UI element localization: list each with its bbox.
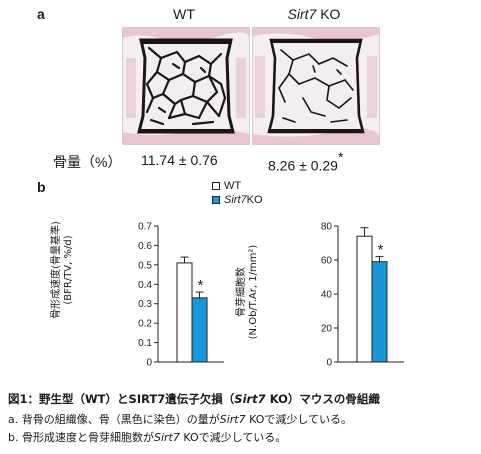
chart2-bar-ko <box>371 261 388 363</box>
figure-caption-title: 図1：野生型（WT）とSIRT7遺伝子欠損（Sirt7 KO）マウスの骨組織 <box>8 392 380 406</box>
chart2-y-tick-label: 0 <box>326 358 332 369</box>
chart-bone-formation-rate: 0 0.1 0.2 0.3 0.4 0.5 0.6 0.7 * <box>138 222 224 369</box>
legend-item-wt: WT <box>212 180 263 192</box>
chart1-bar-ko <box>191 297 208 363</box>
chart-legend: WT Sirt7 KO <box>212 180 263 206</box>
legend-item-ko: Sirt7 KO <box>212 194 263 206</box>
chart2-bar-wt <box>356 235 373 363</box>
chart2-y-tick-label: 20 <box>321 324 333 335</box>
ko-bone-histology-image <box>252 27 380 145</box>
panel-a-letter: a <box>37 6 45 22</box>
ko-image-label: Sirt7 KO <box>287 6 341 22</box>
ko-significance-star: * <box>337 149 344 165</box>
chart1-y-tick-label: 0.4 <box>138 280 152 291</box>
chart1-y-tick-label: 0.7 <box>138 222 152 233</box>
chart1-y-tick-label: 0.2 <box>138 319 152 330</box>
chart1-y-tick-label: 0.1 <box>138 338 152 349</box>
chart-osteoblast-number: 0 20 40 60 80 * <box>321 222 404 369</box>
chart2-significance-star: * <box>378 242 384 259</box>
chart1-y-tick-label: 0 <box>146 358 152 369</box>
chart2-y-tick-label: 60 <box>321 256 333 267</box>
wt-bone-volume-value: 11.74 ± 0.76 <box>141 152 218 168</box>
chart2-y-tick-label: 40 <box>321 290 333 301</box>
bone-volume-label: 骨量（%） <box>53 154 122 170</box>
chart1-y-tick-label: 0.3 <box>138 299 152 310</box>
figure-caption-line-b: b. 骨形成速度と骨芽細胞数がSirt7 KOで減少している。 <box>8 431 287 444</box>
chart1-significance-star: * <box>198 277 204 294</box>
legend-swatch-ko <box>212 196 220 204</box>
chart1-y-tick-label: 0.5 <box>138 260 152 271</box>
panel-b-letter: b <box>37 179 46 195</box>
chart1-y-axis-title: 骨形成速度(骨量基準) (BFR/TV, %/d) <box>51 221 74 319</box>
chart1-bar-wt <box>176 262 193 363</box>
ko-bone-volume-value: 8.26 ± 0.29* <box>268 149 344 174</box>
wt-image-label: WT <box>173 6 195 22</box>
legend-swatch-wt <box>212 182 220 190</box>
chart2-y-tick-label: 80 <box>321 222 333 233</box>
figure-caption-line-a: a. 背骨の組織像、骨（黒色に染色）の量がSirt7 KOで減少している。 <box>8 413 353 426</box>
chart1-y-tick-label: 0.6 <box>138 241 152 252</box>
wt-bone-histology-image <box>122 27 250 145</box>
